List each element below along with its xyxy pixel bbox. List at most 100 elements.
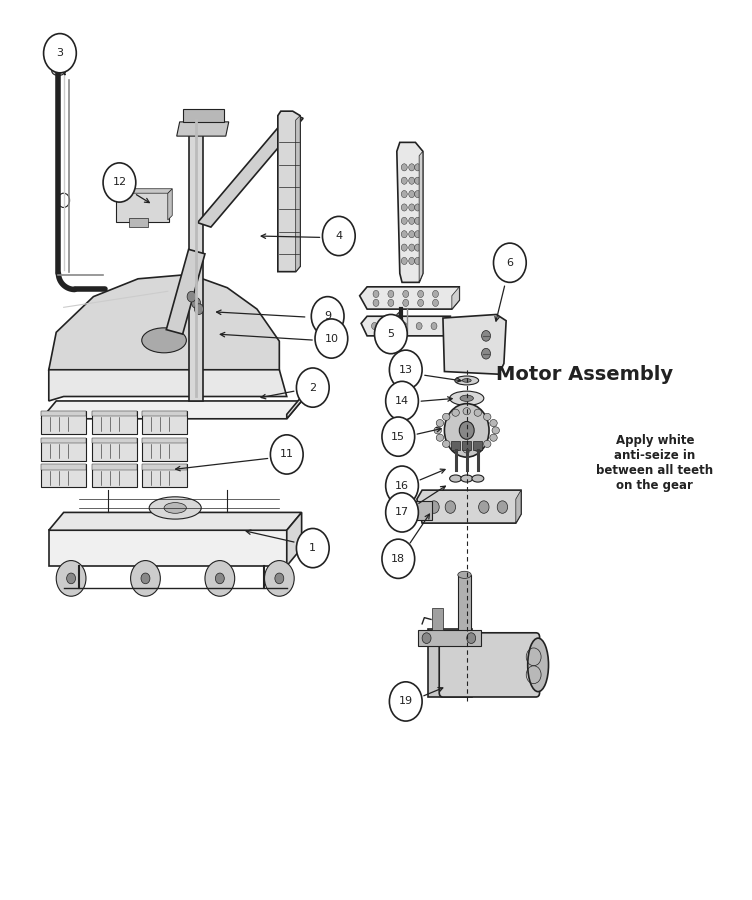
Ellipse shape	[484, 440, 491, 447]
Circle shape	[373, 291, 379, 298]
Ellipse shape	[436, 434, 444, 441]
Text: 3: 3	[56, 49, 63, 58]
Circle shape	[432, 300, 438, 306]
FancyBboxPatch shape	[142, 410, 187, 434]
Ellipse shape	[461, 475, 473, 482]
Circle shape	[402, 164, 408, 171]
Ellipse shape	[442, 413, 450, 420]
Circle shape	[414, 164, 420, 171]
Ellipse shape	[472, 475, 484, 482]
Circle shape	[382, 417, 414, 456]
Ellipse shape	[490, 434, 497, 441]
Ellipse shape	[474, 410, 481, 417]
Circle shape	[402, 191, 408, 198]
Text: 18: 18	[391, 554, 405, 563]
FancyBboxPatch shape	[92, 437, 137, 461]
Circle shape	[388, 300, 394, 306]
Circle shape	[373, 300, 379, 306]
FancyBboxPatch shape	[92, 410, 137, 434]
Text: Apply white
anti-seize in
between all teeth
on the gear: Apply white anti-seize in between all te…	[596, 435, 714, 492]
Polygon shape	[516, 491, 521, 523]
Circle shape	[56, 561, 86, 596]
Circle shape	[409, 257, 414, 265]
Circle shape	[402, 322, 408, 329]
Circle shape	[467, 633, 476, 643]
Polygon shape	[183, 110, 223, 122]
Ellipse shape	[442, 440, 450, 447]
Ellipse shape	[164, 502, 186, 513]
Circle shape	[414, 257, 420, 265]
FancyBboxPatch shape	[142, 410, 187, 416]
Text: 5: 5	[387, 329, 394, 339]
Ellipse shape	[450, 475, 462, 482]
Circle shape	[402, 230, 408, 238]
Circle shape	[205, 561, 235, 596]
Polygon shape	[287, 397, 302, 418]
Polygon shape	[296, 115, 300, 272]
Circle shape	[409, 204, 414, 211]
Circle shape	[414, 244, 420, 251]
Circle shape	[296, 368, 329, 407]
FancyBboxPatch shape	[439, 633, 540, 697]
Ellipse shape	[455, 376, 478, 385]
Circle shape	[409, 164, 414, 171]
FancyBboxPatch shape	[142, 437, 187, 461]
FancyBboxPatch shape	[142, 464, 187, 488]
Circle shape	[478, 500, 489, 513]
Polygon shape	[177, 122, 229, 136]
Polygon shape	[41, 401, 302, 419]
FancyBboxPatch shape	[41, 464, 86, 488]
Circle shape	[315, 319, 347, 358]
FancyBboxPatch shape	[142, 437, 187, 443]
FancyBboxPatch shape	[415, 500, 432, 520]
Text: 13: 13	[399, 364, 413, 374]
Circle shape	[323, 216, 355, 256]
FancyBboxPatch shape	[41, 410, 86, 416]
Ellipse shape	[460, 395, 474, 401]
Polygon shape	[419, 151, 423, 283]
Text: 6: 6	[506, 257, 514, 268]
FancyBboxPatch shape	[428, 629, 472, 697]
Polygon shape	[359, 287, 459, 309]
Text: 12: 12	[112, 177, 126, 187]
Polygon shape	[361, 316, 450, 336]
Polygon shape	[49, 530, 287, 566]
Circle shape	[187, 292, 196, 302]
Text: 9: 9	[324, 311, 331, 321]
Circle shape	[416, 322, 422, 329]
Ellipse shape	[463, 408, 471, 415]
FancyBboxPatch shape	[92, 410, 137, 416]
Polygon shape	[287, 512, 302, 566]
Polygon shape	[417, 491, 521, 523]
Ellipse shape	[462, 379, 472, 382]
Polygon shape	[49, 288, 287, 401]
Circle shape	[386, 466, 418, 505]
Polygon shape	[189, 115, 204, 401]
FancyBboxPatch shape	[462, 441, 472, 450]
Circle shape	[215, 573, 224, 584]
FancyBboxPatch shape	[92, 464, 137, 470]
Text: 4: 4	[335, 231, 342, 241]
Circle shape	[386, 382, 418, 420]
Ellipse shape	[141, 328, 186, 353]
Circle shape	[390, 350, 422, 390]
Circle shape	[192, 298, 201, 308]
Circle shape	[409, 177, 414, 184]
Polygon shape	[443, 314, 506, 374]
FancyBboxPatch shape	[451, 441, 460, 450]
Circle shape	[390, 682, 422, 721]
Circle shape	[402, 177, 408, 184]
Ellipse shape	[452, 445, 459, 452]
Circle shape	[417, 291, 423, 298]
Circle shape	[493, 243, 526, 283]
Ellipse shape	[52, 67, 65, 76]
Circle shape	[414, 177, 420, 184]
Circle shape	[403, 300, 409, 306]
Text: 15: 15	[391, 432, 405, 442]
Circle shape	[431, 322, 437, 329]
Circle shape	[414, 230, 420, 238]
FancyBboxPatch shape	[474, 441, 482, 450]
Circle shape	[459, 421, 475, 439]
Circle shape	[414, 217, 420, 224]
Circle shape	[195, 304, 204, 314]
